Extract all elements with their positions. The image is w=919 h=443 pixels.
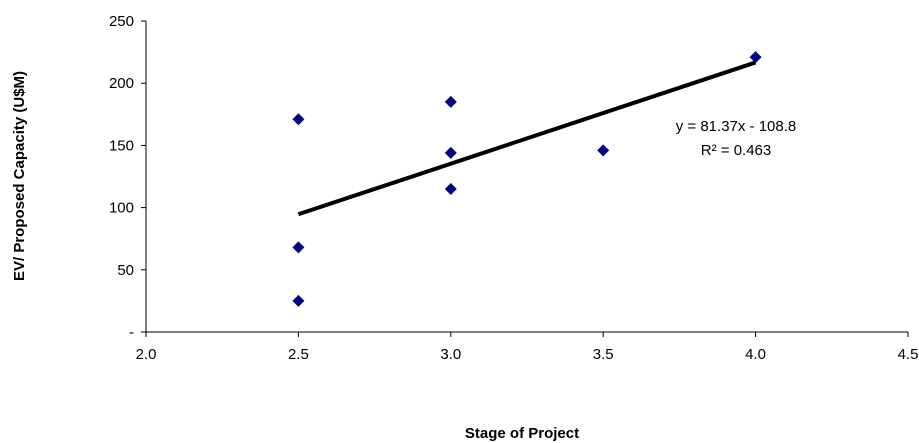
x-tick-label: 2.0 — [136, 346, 157, 363]
x-axis-ticks: 2.0 2.5 3.0 3.5 4.0 4.5 — [136, 332, 919, 363]
data-point — [597, 144, 610, 157]
data-point — [292, 294, 305, 307]
x-tick-label: 3.5 — [593, 346, 614, 363]
data-points — [292, 51, 762, 307]
trendline — [297, 60, 757, 217]
data-point — [749, 51, 762, 64]
data-point — [444, 146, 457, 159]
x-tick-label: 4.5 — [898, 346, 919, 363]
x-tick-label: 4.0 — [745, 346, 766, 363]
trendline-equation: y = 81.37x - 108.8 — [676, 118, 797, 135]
trendline-group — [297, 60, 757, 217]
x-axis-title: Stage of Project — [465, 425, 579, 442]
plot-area: - 50 100 150 200 250 2.0 2.5 3.0 3.5 4.0 4.5 — [109, 13, 918, 363]
x-tick-label: 3.0 — [440, 346, 461, 363]
y-tick-label: - — [129, 324, 134, 341]
data-point — [292, 241, 305, 254]
y-tick-label: 200 — [109, 75, 134, 92]
y-tick-label: 250 — [109, 13, 134, 30]
y-tick-label: 150 — [109, 137, 134, 154]
x-tick-label: 2.5 — [288, 346, 309, 363]
data-point — [444, 95, 457, 108]
y-tick-label: 100 — [109, 200, 134, 217]
data-point — [292, 113, 305, 126]
y-axis-title: EV/ Proposed Capacity (U$M) — [11, 71, 28, 281]
y-tick-label: 50 — [117, 262, 134, 279]
trendline-r2: R² = 0.463 — [701, 142, 771, 159]
data-point — [444, 182, 457, 195]
y-axis-ticks: - 50 100 150 200 250 — [109, 13, 146, 341]
